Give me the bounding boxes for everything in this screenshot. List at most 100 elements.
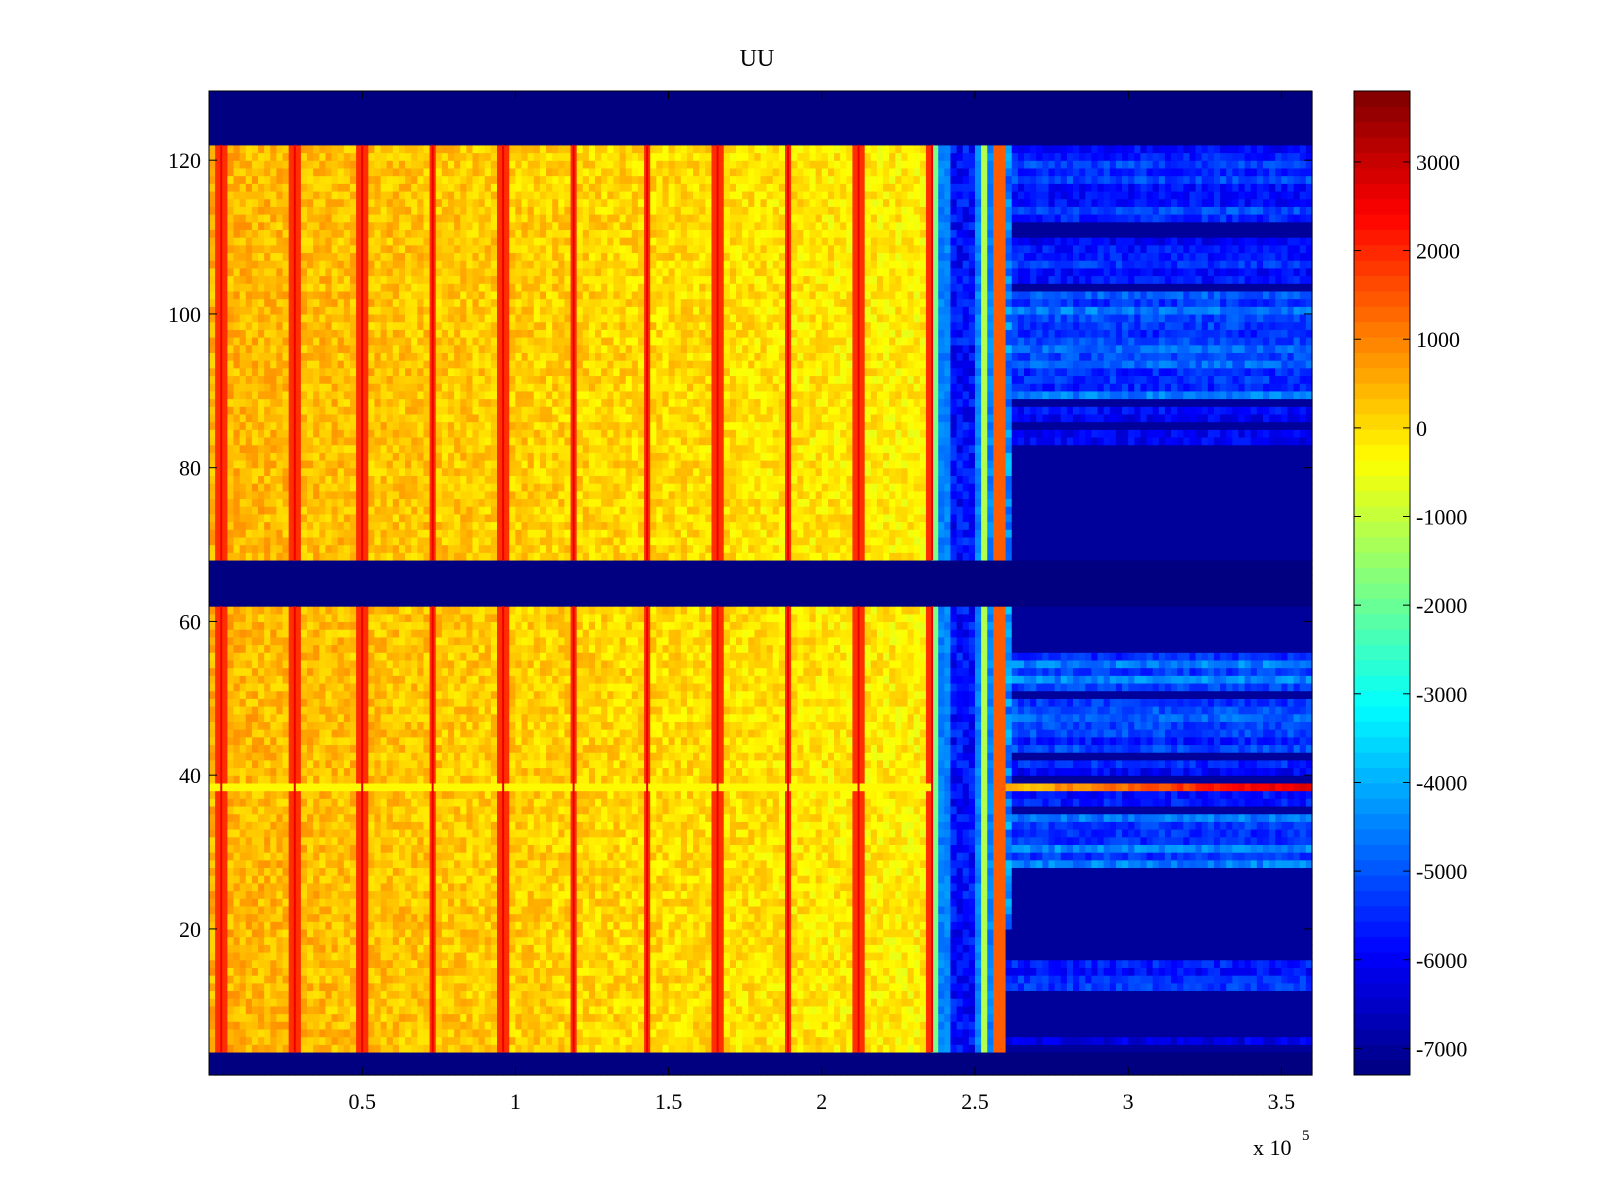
heatmap-cell xyxy=(705,975,713,984)
heatmap-cell xyxy=(619,975,627,984)
heatmap-cell xyxy=(999,875,1007,884)
heatmap-cell xyxy=(876,875,884,884)
heatmap-cell xyxy=(490,1028,498,1038)
heatmap-cell xyxy=(1115,998,1123,1007)
heatmap-cell xyxy=(827,1013,835,1022)
heatmap-cell xyxy=(380,890,388,899)
heatmap-cell xyxy=(1207,990,1215,999)
heatmap-cell xyxy=(1140,882,1148,892)
heatmap-cell xyxy=(1048,898,1056,907)
heatmap-cell xyxy=(987,1067,994,1076)
heatmap-cell xyxy=(827,998,835,1007)
heatmap-cell xyxy=(944,890,952,899)
heatmap-cell xyxy=(1048,967,1056,976)
heatmap-cell xyxy=(423,1044,431,1053)
heatmap-cell xyxy=(680,928,688,938)
heatmap-cell xyxy=(1023,998,1031,1007)
heatmap-cell xyxy=(349,959,357,968)
heatmap-cell xyxy=(674,882,682,892)
heatmap-cell xyxy=(503,1067,510,1076)
heatmap-cell xyxy=(699,1013,706,1022)
heatmap-cell xyxy=(227,967,235,976)
heatmap-cell xyxy=(423,982,431,992)
heatmap-cell xyxy=(803,959,811,968)
heatmap-cell xyxy=(1066,1028,1074,1038)
heatmap-cell xyxy=(760,1028,768,1038)
heatmap-cell xyxy=(889,959,896,968)
heatmap-cell xyxy=(1281,1051,1289,1061)
heatmap-cell xyxy=(1140,982,1148,992)
heatmap-cell xyxy=(564,944,572,953)
heatmap-cell xyxy=(300,982,308,992)
heatmap-cell xyxy=(1299,936,1307,945)
heatmap-cell xyxy=(1177,990,1184,999)
heatmap-cell xyxy=(1066,959,1074,968)
heatmap-cell xyxy=(1164,1028,1172,1038)
heatmap-cell xyxy=(337,1051,345,1061)
heatmap-cell xyxy=(307,998,314,1007)
heatmap-cell xyxy=(490,967,498,976)
heatmap-cell xyxy=(699,998,706,1007)
heatmap-cell xyxy=(717,998,725,1007)
heatmap-cell xyxy=(1183,1005,1191,1015)
heatmap-cell xyxy=(411,875,418,884)
heatmap-cell xyxy=(484,875,492,884)
heatmap-cell xyxy=(490,882,498,892)
heatmap-cell xyxy=(503,890,510,899)
heatmap-cell xyxy=(1171,1036,1178,1045)
heatmap-cell xyxy=(337,998,345,1007)
heatmap-cell xyxy=(239,898,247,907)
heatmap-cell xyxy=(981,1005,988,1015)
heatmap-cell xyxy=(282,1021,290,1030)
heatmap-cell xyxy=(834,998,841,1007)
heatmap-cell xyxy=(349,1028,357,1038)
heatmap-cell xyxy=(950,882,958,892)
heatmap-cell xyxy=(447,936,455,945)
heatmap-cell xyxy=(950,913,958,922)
heatmap-cell xyxy=(368,1051,376,1061)
heatmap-cell xyxy=(1054,1051,1062,1061)
heatmap-cell xyxy=(1256,952,1264,961)
heatmap-cell xyxy=(380,982,388,992)
heatmap-cell xyxy=(662,921,670,930)
heatmap-cell xyxy=(625,921,633,930)
heatmap-cell xyxy=(607,921,615,930)
heatmap-cell xyxy=(1238,998,1246,1007)
heatmap-cell xyxy=(221,859,228,869)
heatmap-cell xyxy=(1226,905,1233,915)
heatmap-cell xyxy=(1250,1036,1258,1045)
heatmap-cell xyxy=(956,1028,964,1038)
heatmap-cell xyxy=(1201,990,1209,999)
heatmap-cell xyxy=(1244,890,1252,899)
heatmap-cell xyxy=(380,1059,388,1068)
heatmap-cell xyxy=(1103,1036,1111,1045)
heatmap-cell xyxy=(968,944,976,953)
heatmap-cell xyxy=(735,1059,743,1068)
heatmap-cell xyxy=(588,998,596,1007)
heatmap-cell xyxy=(539,905,547,915)
heatmap-cell xyxy=(1293,967,1301,976)
heatmap-cell xyxy=(497,1013,504,1022)
heatmap-cell xyxy=(895,1067,903,1076)
heatmap-cell xyxy=(925,982,933,992)
heatmap-cell xyxy=(288,959,296,968)
heatmap-cell xyxy=(919,1059,927,1068)
heatmap-cell xyxy=(1097,967,1105,976)
heatmap-cell xyxy=(1238,1059,1246,1068)
heatmap-cell xyxy=(999,1021,1007,1030)
heatmap-cell xyxy=(527,967,535,976)
heatmap-cell xyxy=(766,1067,774,1076)
heatmap-cell xyxy=(1128,882,1135,892)
heatmap-cell xyxy=(215,898,222,907)
heatmap-cell xyxy=(748,913,755,922)
heatmap-cell xyxy=(852,936,860,945)
heatmap-cell xyxy=(386,1067,394,1076)
heatmap-cell xyxy=(1269,1013,1276,1022)
heatmap-cell xyxy=(215,1021,222,1030)
heatmap-cell xyxy=(392,882,400,892)
heatmap-cell xyxy=(521,975,529,984)
heatmap-cell xyxy=(637,882,645,892)
heatmap-cell xyxy=(631,952,639,961)
heatmap-cell xyxy=(288,944,296,953)
heatmap-cell xyxy=(251,1028,259,1038)
